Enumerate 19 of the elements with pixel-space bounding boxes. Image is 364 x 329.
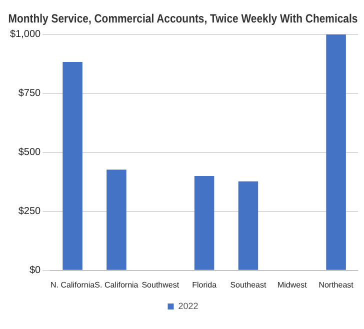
y-tick-label: $750 [18,88,42,100]
bar [62,62,82,270]
x-tick-label: Florida [192,280,218,290]
y-tick-label: $1,000 [10,29,42,40]
y-tick-label: $250 [18,206,42,218]
x-tick-label: Southeast [230,280,267,290]
x-tick-label: Northeast [318,280,354,290]
legend-label: 2022 [178,300,198,311]
x-tick-label: Midwest [277,280,308,290]
y-tick-label: $0 [29,265,42,276]
bar [106,170,126,270]
bar [326,34,346,270]
y-tick-label: $500 [18,147,42,158]
bar [194,176,214,270]
x-tick-label: Southwest [142,280,180,290]
bar [238,181,258,270]
x-tick-label: S. California [94,280,139,290]
x-tick-label: N. California [50,280,96,290]
chart-title: Monthly Service, Commercial Accounts, Twice Weekly With Chemicals [8,12,358,26]
